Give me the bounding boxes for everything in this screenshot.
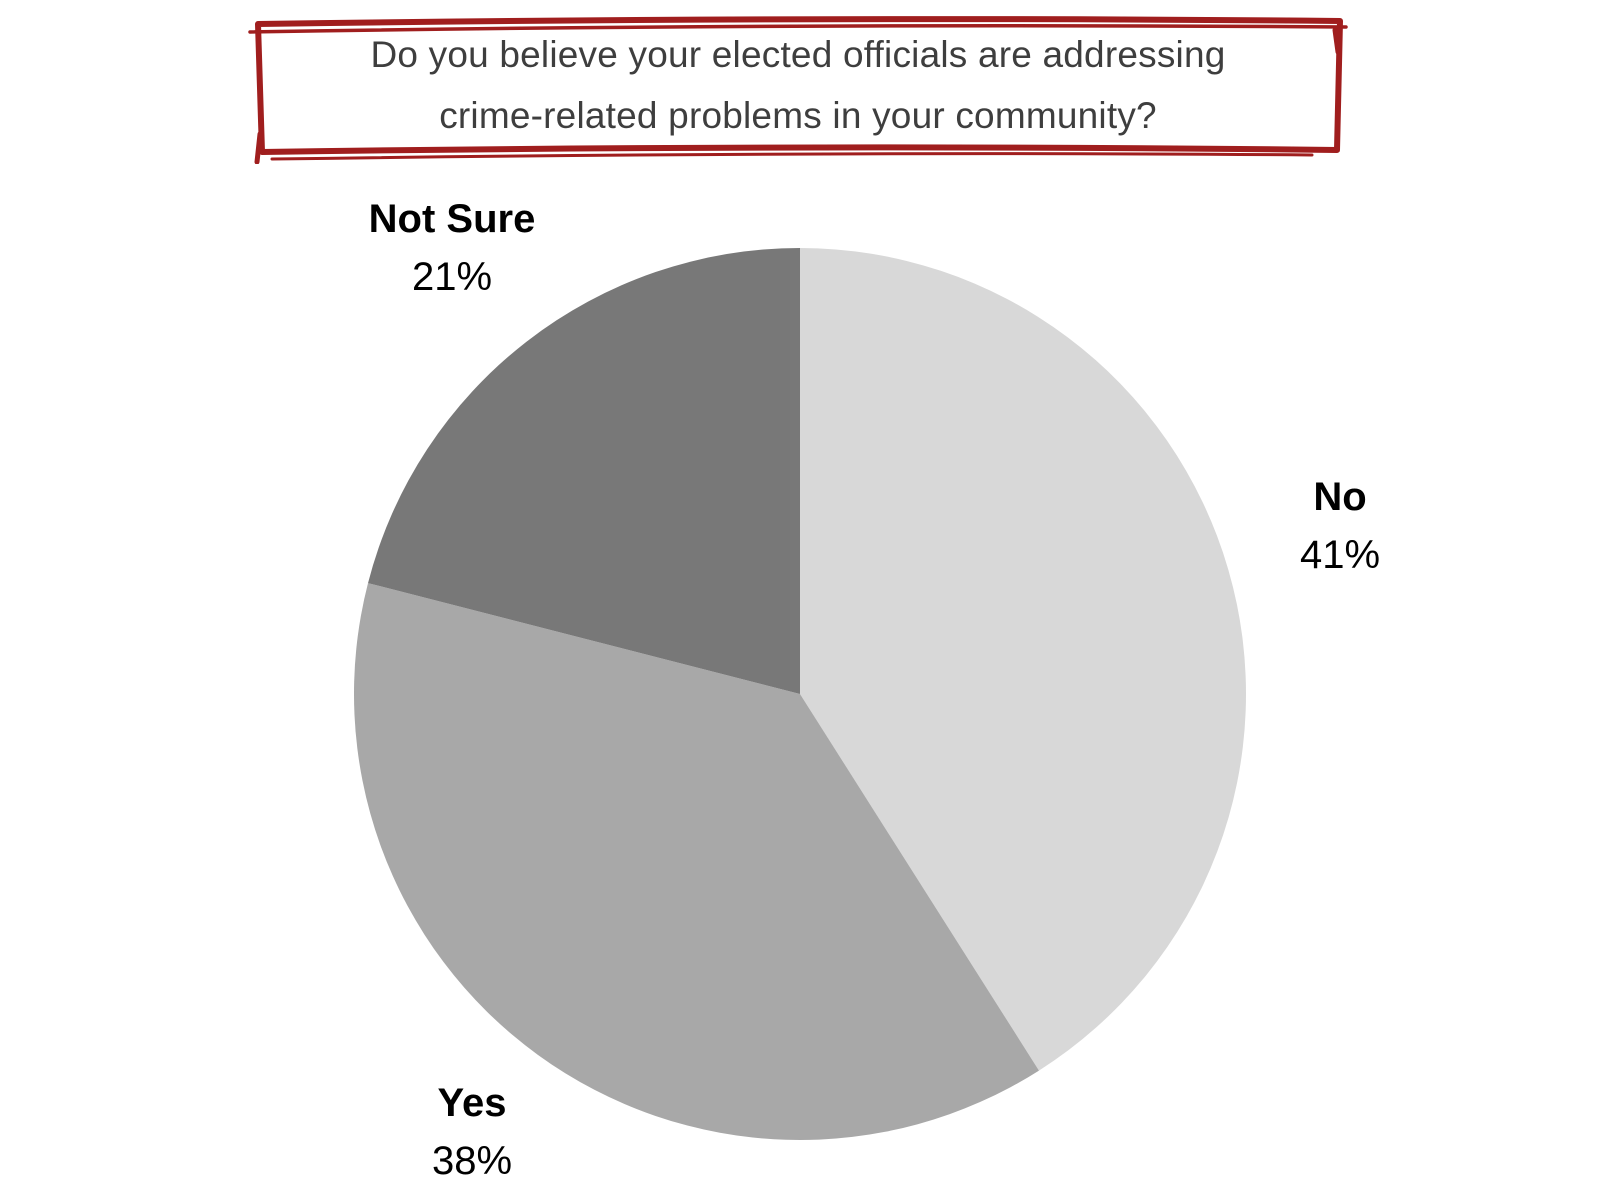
pie-label-no-name: No [1313,475,1367,519]
pie-label-yes-name: Yes [437,1081,507,1125]
pie-slice-yes [353,583,1039,1141]
hand-drawn-border [248,16,1348,164]
pie-label-yes: Yes 38% [432,1074,512,1190]
pie-label-not-sure-name: Not Sure [368,197,536,241]
chart-title-line2: crime-related problems in your community… [439,95,1157,136]
pie-label-not-sure-value: 21% [411,255,493,299]
pie-label-not-sure: Not Sure 21% [369,190,536,306]
pie-label-no: No 41% [1300,468,1380,584]
pie-label-yes-value: 38% [431,1139,513,1183]
chart-title-box: Do you believe your elected officials ar… [246,8,1350,164]
pie-label-no-value: 41% [1299,533,1381,577]
pie-slice-no [800,248,1247,1071]
chart-title-line1: Do you believe your elected officials ar… [370,34,1226,75]
chart-title: Do you believe your elected officials ar… [256,24,1340,146]
pie-slice-not-sure [368,247,800,694]
